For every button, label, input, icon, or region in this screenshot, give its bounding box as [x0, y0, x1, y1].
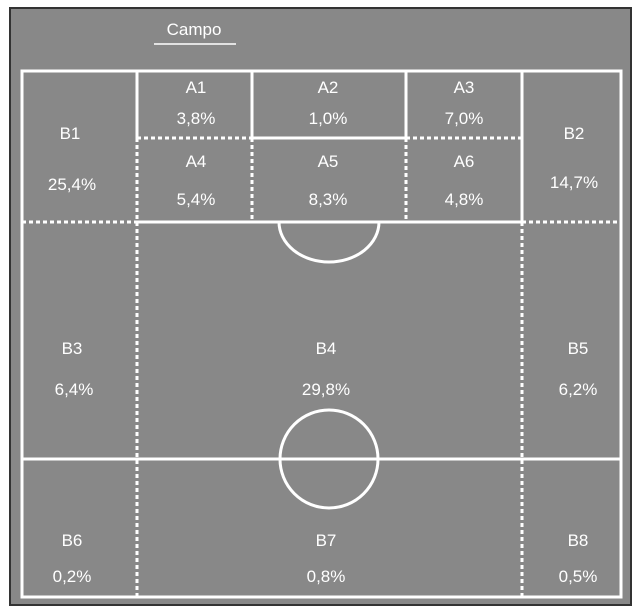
zone-label: B6: [62, 531, 83, 550]
zone-a1: A1 3,8%: [177, 78, 216, 128]
zone-value: 3,8%: [177, 109, 216, 128]
field-background: [9, 7, 632, 606]
zone-label: A4: [186, 152, 207, 171]
zone-b2: B2 14,7%: [550, 124, 598, 192]
zone-label: B7: [316, 531, 337, 550]
zone-value: 14,7%: [550, 173, 598, 192]
zone-label: B8: [568, 531, 589, 550]
zone-b4: B4 29,8%: [302, 339, 350, 399]
zone-b6: B6 0,2%: [53, 531, 92, 586]
zone-value: 8,3%: [309, 190, 348, 209]
zone-value: 5,4%: [177, 190, 216, 209]
zone-label: B3: [62, 339, 83, 358]
zone-value: 29,8%: [302, 380, 350, 399]
penalty-arc: [277, 220, 381, 264]
zone-b7: B7 0,8%: [307, 531, 346, 586]
dotted-lines: [22, 136, 621, 597]
zone-value: 0,5%: [559, 567, 598, 586]
zone-a6: A6 4,8%: [445, 152, 484, 209]
zone-a5: A5 8,3%: [309, 152, 348, 209]
solid-lines: [20, 69, 623, 599]
zone-label: B2: [564, 124, 585, 143]
zone-a4: A4 5,4%: [177, 152, 216, 209]
diagram-title: Campo: [167, 20, 222, 39]
zone-value: 6,4%: [55, 380, 94, 399]
zone-label: B5: [568, 339, 589, 358]
center-circle: [278, 408, 380, 510]
zone-label: A3: [454, 78, 475, 97]
zone-b8: B8 0,5%: [559, 531, 598, 586]
zone-value: 25,4%: [48, 175, 96, 194]
zone-label: A6: [454, 152, 475, 171]
zone-label: B1: [60, 124, 81, 143]
zone-value: 6,2%: [559, 380, 598, 399]
zone-a3: A3 7,0%: [445, 78, 484, 128]
outer-boundary: [20, 69, 623, 599]
zone-value: 7,0%: [445, 109, 484, 128]
zone-b1: B1 25,4%: [48, 124, 96, 194]
zone-value: 4,8%: [445, 190, 484, 209]
zone-label: A1: [186, 78, 207, 97]
zone-value: 1,0%: [309, 109, 348, 128]
zone-a2: A2 1,0%: [309, 78, 348, 128]
zone-value: 0,2%: [53, 567, 92, 586]
zone-b3: B3 6,4%: [55, 339, 94, 399]
zone-label: A2: [318, 78, 339, 97]
zone-label: B4: [316, 339, 337, 358]
zone-value: 0,8%: [307, 567, 346, 586]
zone-label: A5: [318, 152, 339, 171]
zone-b5: B5 6,2%: [559, 339, 598, 399]
